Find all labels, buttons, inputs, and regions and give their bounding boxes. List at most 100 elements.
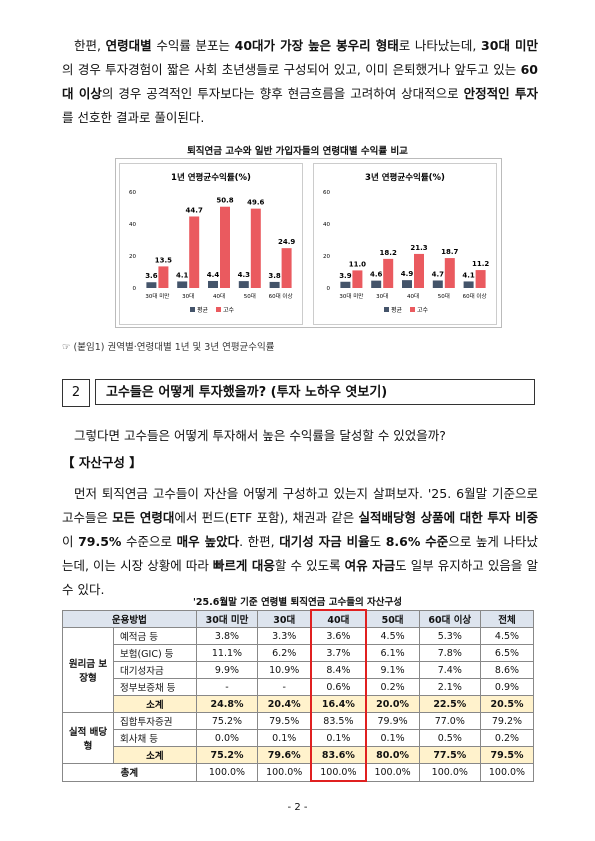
cell: 10.9% <box>257 661 312 679</box>
data-label: 3.9 <box>339 272 352 280</box>
section-number: 2 <box>62 379 90 407</box>
text-run: 8.6% 수준 <box>385 534 449 549</box>
chart-panel: 3년 연평균수익률(%) 0 20 40 60 30대 미만 3.9 11.0 30대 4.6 18… <box>313 163 497 325</box>
cell: 0.6% <box>310 678 367 696</box>
cell: 0.2% <box>479 729 535 747</box>
row: 실적 배당형 집합투자증권 75.2% 79.5% 83.5% 79.9% 77.0% 79.… <box>62 712 535 764</box>
cell: 22.5% <box>418 695 481 713</box>
row-label: 회사채 등 <box>113 729 197 747</box>
text-run: 수준으로 <box>121 534 177 549</box>
text-run: . 한편, <box>239 534 280 549</box>
data-label: 4.6 <box>370 271 383 279</box>
bar <box>340 281 351 288</box>
cell: 3.8% <box>195 627 259 645</box>
cell: 6.5% <box>479 644 535 662</box>
y-tick-label: 20 <box>129 254 136 260</box>
text-run: 도 일부 유지하고 있음을 알 수 있다. <box>62 558 538 597</box>
row-label: 대기성자금 <box>113 661 197 679</box>
text-run: 40대가 가장 높은 봉우리 형태 <box>234 38 399 53</box>
figure: 1년 연평균수익률(%) 0 20 40 60 30대 미만 3.6 13.5 30대 4.1 44… <box>115 158 502 328</box>
row: 대기성자금 9.9% 10.9% 8.4% 9.1% 7.4% 8.6% <box>63 661 535 679</box>
legend-label: 평균 <box>197 306 209 314</box>
cell: 100.0% <box>257 763 312 782</box>
bar <box>189 216 200 288</box>
text-run: 먼저 퇴직연금 고수들이 자산을 어떻게 구성하고 있는지 살펴보자. '25.… <box>62 486 538 525</box>
legend-label: 고수 <box>223 307 235 314</box>
row: 원리금 보장형 예적금 등 3.8% 3.3% 3.6% 4.5% 5.3% 4.5% <box>62 627 535 713</box>
text-run: 수익률 분포는 <box>151 38 235 53</box>
data-label: 50.8 <box>216 197 233 205</box>
cell: 0.1% <box>310 729 367 747</box>
bar <box>269 281 280 288</box>
x-tick-label: 30대 <box>376 292 388 300</box>
text-run: 연령대별 <box>105 38 152 53</box>
x-tick-label: 50대 <box>244 292 256 300</box>
cell: 11.1% <box>195 644 259 662</box>
text-run: 할 수 있도록 <box>274 558 345 573</box>
table-title: '25.6월말 기준 연령별 퇴직연금 고수들의 자산구성 <box>193 597 402 608</box>
x-tick-label: 40대 <box>407 292 419 300</box>
x-tick-label: 60대 이상 <box>269 292 293 300</box>
assets-paragraph: 먼저 퇴직연금 고수들이 자산을 어떻게 구성하고 있는지 살펴보자. '25.… <box>62 482 538 602</box>
bar <box>371 280 382 288</box>
cell: 83.6% <box>310 746 367 764</box>
data-label: 13.5 <box>155 256 172 264</box>
legend-swatch <box>190 307 195 312</box>
row-label: 정부보증채 등 <box>113 678 197 696</box>
row-label: 보험(GIC) 등 <box>113 644 197 662</box>
row-label: 소계 <box>113 695 197 713</box>
y-tick-label: 40 <box>129 222 136 228</box>
header-cell: 전체 <box>479 609 535 628</box>
text-run: 79.5% <box>78 534 122 549</box>
cell: 3.6% <box>310 627 367 645</box>
cell: 9.1% <box>365 661 420 679</box>
header-cell: 운용방법 <box>62 609 197 628</box>
data-label: 3.6 <box>145 272 158 280</box>
cell: 77.5% <box>418 746 481 764</box>
y-tick-label: 40 <box>323 222 330 228</box>
bar <box>208 280 218 288</box>
page-number: - 2 - <box>287 802 308 813</box>
data-label: 21.3 <box>410 244 427 252</box>
cell: 20.4% <box>257 695 312 713</box>
bar <box>352 270 363 288</box>
chart-title: 1년 연평균수익률(%) <box>171 172 251 183</box>
note: ☞ (붙임1) 권역별·연령대별 1년 및 3년 연평균수익률 <box>62 342 275 353</box>
cell: 100.0% <box>418 763 481 782</box>
cell: 4.5% <box>365 627 420 645</box>
cell: 6.2% <box>257 644 312 662</box>
cell: 16.4% <box>310 695 367 713</box>
total-row: 총계 100.0% 100.0% 100.0% 100.0% 100.0% 100.0% <box>62 763 535 782</box>
section-title: 고수들은 어떻게 투자했을까? (투자 노하우 엿보기) <box>95 379 535 405</box>
cell: 0.5% <box>418 729 481 747</box>
text-run: 대기성 자금 비율 <box>279 534 370 549</box>
bar <box>444 258 455 288</box>
cell: 80.0% <box>365 746 420 764</box>
bar <box>281 248 292 288</box>
bar <box>250 208 261 288</box>
text-run: 한편, <box>74 38 106 53</box>
cell: 0.1% <box>257 729 312 747</box>
y-tick-label: 60 <box>323 190 330 196</box>
bar <box>475 270 486 288</box>
y-tick-label: 60 <box>129 190 136 196</box>
text-run: 빠르게 대응 <box>212 558 275 573</box>
row-label: 예적금 등 <box>113 627 197 645</box>
bar <box>402 280 412 288</box>
cell: 75.2% <box>195 746 259 764</box>
text-run: 으로 높게 나타났는데, 이는 시장 상황에 따라 <box>62 534 538 573</box>
cell: 79.6% <box>257 746 312 764</box>
bar <box>432 280 443 288</box>
header-cell: 30대 미만 <box>195 609 259 628</box>
legend-swatch <box>410 307 415 312</box>
cell: 9.9% <box>195 661 259 679</box>
text-run: 를 선호한 결과로 풀이된다. <box>62 110 205 125</box>
header-cell: 30대 <box>257 609 312 628</box>
text-run: 도 <box>369 534 386 549</box>
cell: 24.8% <box>195 695 259 713</box>
chart-title: 3년 연평균수익률(%) <box>365 172 445 183</box>
bar <box>414 253 424 288</box>
